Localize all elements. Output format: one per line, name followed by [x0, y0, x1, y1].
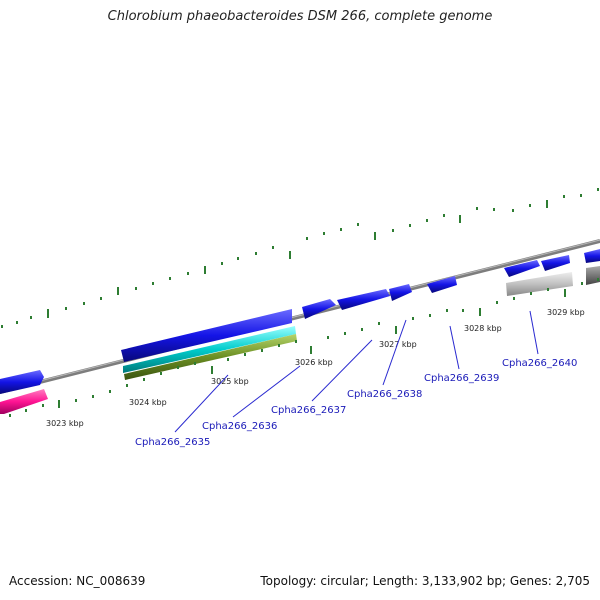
cds-features — [0, 249, 600, 394]
cds-arrow[interactable] — [0, 370, 44, 394]
gene-label-cpha266-2638[interactable]: Cpha266_2638 — [347, 389, 422, 400]
dark-gray-feature[interactable] — [586, 266, 600, 285]
kbp-label: 3026 kbp — [295, 358, 333, 367]
gray-feature[interactable] — [506, 272, 573, 296]
pink-feature[interactable] — [0, 389, 48, 414]
outer-tick-ring — [1, 188, 599, 328]
cds-arrow[interactable] — [541, 255, 570, 271]
olive-feature[interactable] — [124, 334, 297, 380]
gene-labels: Cpha266_2635 Cpha266_2636 Cpha266_2637 C… — [135, 358, 577, 448]
map-title: Chlorobium phaeobacteroides DSM 266, com… — [107, 9, 493, 24]
kbp-label: 3023 kbp — [46, 419, 84, 428]
gene-label-cpha266-2636[interactable]: Cpha266_2636 — [202, 421, 277, 432]
kbp-label: 3025 kbp — [211, 377, 249, 386]
inner-tick-ring — [9, 278, 599, 417]
cds-arrow[interactable] — [504, 260, 540, 277]
genome-summary-text: Topology: circular; Length: 3,133,902 bp… — [260, 574, 590, 588]
kbp-label: 3024 kbp — [129, 398, 167, 407]
kbp-label: 3028 kbp — [464, 324, 502, 333]
kbp-label: 3029 kbp — [547, 308, 585, 317]
genome-backbone — [0, 239, 600, 394]
gene-label-cpha266-2640[interactable]: Cpha266_2640 — [502, 358, 577, 369]
cds-arrow[interactable] — [121, 309, 292, 362]
cyan-feature[interactable] — [123, 326, 296, 373]
cds-arrow[interactable] — [302, 299, 336, 319]
cds-arrow[interactable] — [337, 289, 390, 310]
cds-arrow[interactable] — [427, 276, 457, 293]
cds-arrow[interactable] — [584, 249, 600, 263]
cds-arrow[interactable] — [389, 284, 412, 301]
gene-label-cpha266-2639[interactable]: Cpha266_2639 — [424, 373, 499, 384]
gene-callouts — [174, 310, 539, 433]
gene-label-cpha266-2635[interactable]: Cpha266_2635 — [135, 437, 210, 448]
gene-label-cpha266-2637[interactable]: Cpha266_2637 — [271, 405, 346, 416]
accession-text: Accession: NC_008639 — [9, 574, 146, 588]
